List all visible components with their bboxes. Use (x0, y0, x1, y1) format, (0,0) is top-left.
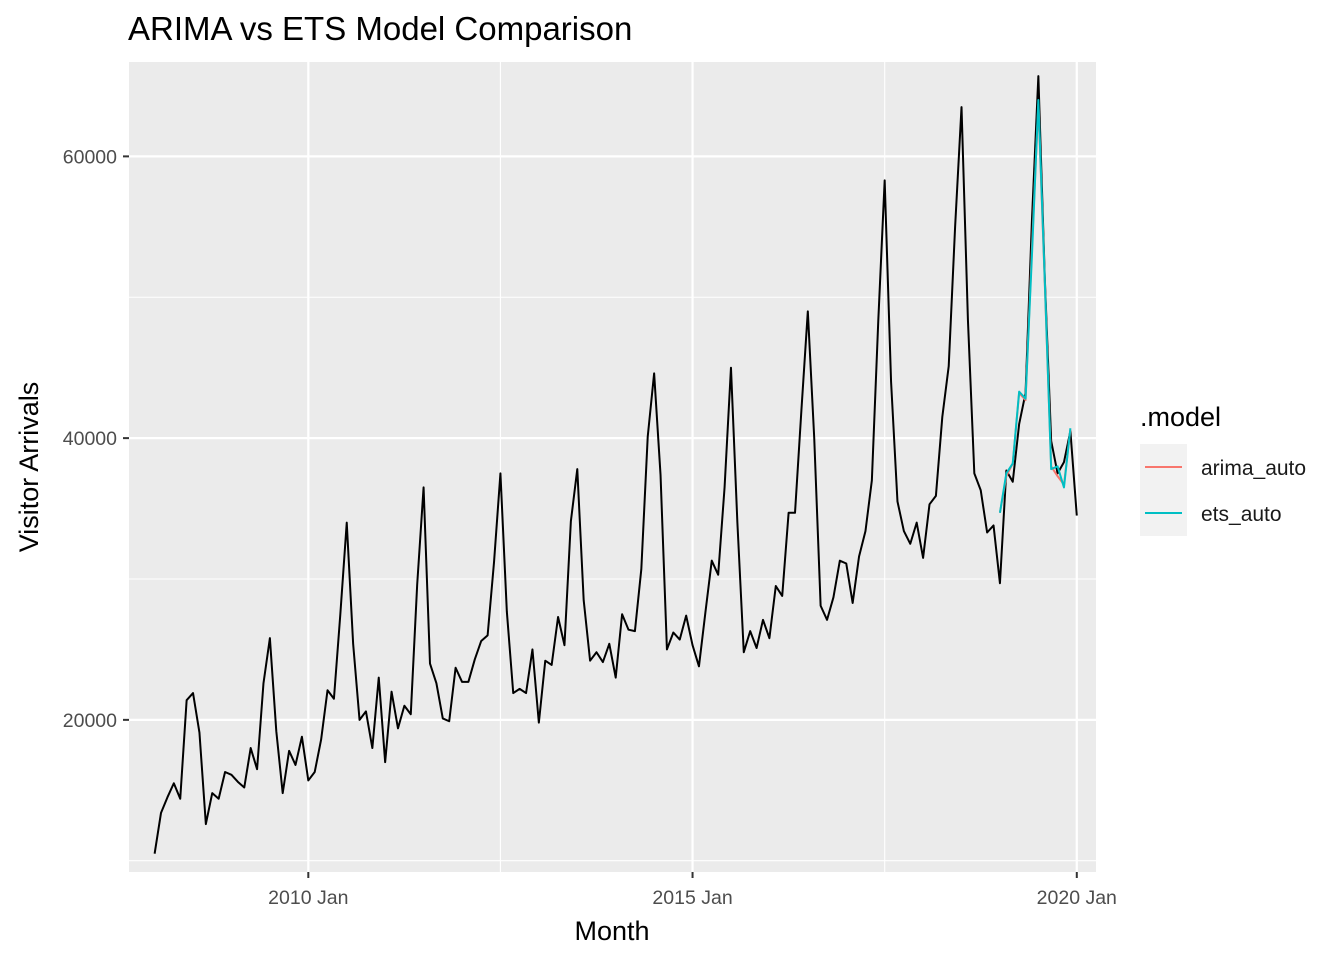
series-line-observed (153, 75, 1078, 854)
x-tick-label: 2010 Jan (268, 887, 348, 909)
y-axis-title: Visitor Arrivals (14, 382, 44, 553)
series-lines (153, 75, 1078, 854)
x-axis-title: Month (574, 916, 649, 946)
legend-entries: arima_auto ets_auto (1140, 444, 1306, 536)
plot-panel (129, 62, 1096, 872)
legend-title: .model (1140, 402, 1221, 432)
major-gridlines (129, 62, 1096, 872)
y-tick-label: 60000 (63, 146, 117, 168)
tick-labels: 20000 40000 60000 2010 Jan 2015 Jan 2020 Jan (63, 146, 1117, 909)
axis-ticks (123, 155, 1078, 878)
chart-title: ARIMA vs ETS Model Comparison (128, 10, 632, 47)
x-tick-label: 2020 Jan (1037, 887, 1117, 909)
legend-label: ets_auto (1201, 503, 1282, 526)
x-tick-label: 2015 Jan (652, 887, 732, 909)
legend-label: arima_auto (1201, 457, 1306, 480)
y-tick-label: 40000 (63, 428, 117, 450)
y-tick-label: 20000 (63, 710, 117, 732)
series-line-ets-auto (998, 99, 1072, 513)
legend: .model arima_auto ets_auto (1140, 402, 1306, 536)
